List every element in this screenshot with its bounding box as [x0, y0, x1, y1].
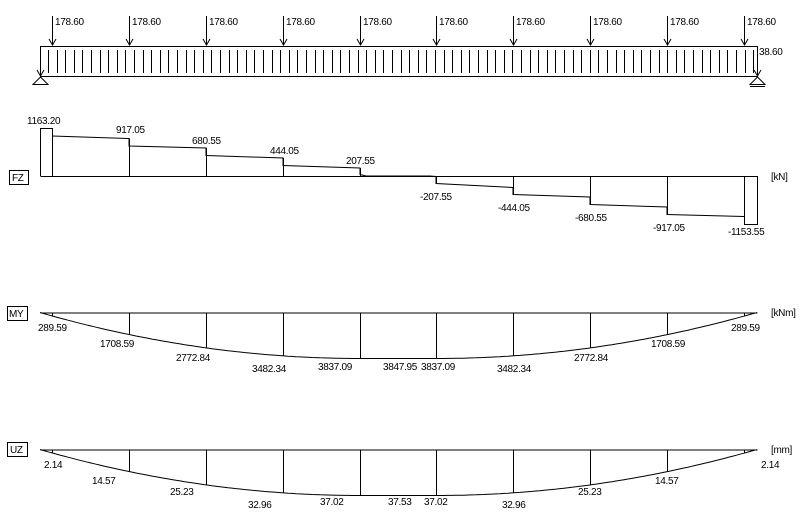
- my-value-label: 1708.59: [100, 339, 135, 350]
- support-arrow-head-icon: [753, 69, 762, 77]
- my-value-label: 1708.59: [651, 339, 686, 350]
- point-load-label: 178.60: [286, 17, 316, 28]
- uz-value-label: 2.14: [44, 460, 63, 471]
- uz-value-label: 14.57: [655, 476, 679, 487]
- arrow-head-icon: [663, 38, 672, 46]
- point-load: 178.60: [663, 16, 700, 46]
- fz-value-label: -444.05: [498, 203, 531, 214]
- point-load: 178.60: [48, 16, 85, 46]
- my-curve: [39, 312, 758, 359]
- my-value-label: 289.59: [731, 323, 761, 334]
- point-load-label: 178.60: [363, 17, 393, 28]
- point-load: 178.60: [356, 16, 393, 46]
- fz-end-block: [40, 128, 53, 176]
- shear-force-diagram: FZ [kN] 1163.20 917.05 680.55 444.05 207.55 -…: [9, 116, 788, 238]
- point-load-label: 178.60: [747, 17, 777, 28]
- point-load: 178.60: [509, 16, 546, 46]
- support-arrow-head-icon: [36, 69, 45, 77]
- uz-value-label: 32.96: [502, 500, 526, 511]
- fz-value-label: -680.55: [575, 213, 608, 224]
- arrow-head-icon: [432, 38, 441, 46]
- uz-value-label: 25.23: [170, 487, 194, 498]
- point-load: 178.60: [740, 16, 777, 46]
- uz-value-label: 32.96: [248, 500, 272, 511]
- beam-load-diagram: 178.60 178.60 178.60 178.60 178.60 178.60 178.…: [31, 16, 784, 87]
- fz-value-label: 207.55: [346, 156, 376, 167]
- point-load-label: 178.60: [516, 17, 546, 28]
- point-load: 178.60: [432, 16, 469, 46]
- fz-value-label: -917.05: [653, 223, 686, 234]
- point-load-label: 178.60: [132, 17, 162, 28]
- uz-value-label: 14.57: [92, 476, 116, 487]
- point-load-label: 178.60: [670, 17, 700, 28]
- fz-value-label: 444.05: [270, 146, 300, 157]
- bending-moment-diagram: MY [kNm] 289.59 1708.59 2772.84 3482.34 3837…: [7, 306, 796, 375]
- fz-value-label: 917.05: [116, 125, 146, 136]
- uz-value-label: 37.02: [320, 497, 344, 508]
- uz-value-label: 25.23: [578, 487, 602, 498]
- distributed-load-label: 38.60: [759, 47, 783, 58]
- arrow-head-icon: [48, 38, 57, 46]
- uz-unit: [mm]: [771, 445, 793, 456]
- point-load: 178.60: [279, 16, 316, 46]
- fz-label-box: [9, 170, 29, 185]
- roller-support-icon: [748, 76, 767, 85]
- arrow-head-icon: [586, 38, 595, 46]
- uz-label-box: [7, 442, 28, 457]
- my-label: MY: [9, 309, 24, 320]
- point-load-label: 178.60: [439, 17, 469, 28]
- arrow-head-icon: [509, 38, 518, 46]
- uz-value-label: 37.53: [388, 497, 412, 508]
- arrow-head-icon: [356, 38, 365, 46]
- arrow-head-icon: [125, 38, 134, 46]
- my-value-label: 2772.84: [574, 353, 609, 364]
- point-load-label: 178.60: [593, 17, 623, 28]
- my-value-label: 289.59: [38, 323, 68, 334]
- my-value-label: 3482.34: [497, 364, 532, 375]
- uz-value-label: 2.14: [761, 460, 780, 471]
- fz-end-block: [744, 176, 758, 225]
- point-load: 178.60: [125, 16, 162, 46]
- fz-value-label: 1163.20: [27, 116, 61, 127]
- my-value-label: 2772.84: [176, 353, 211, 364]
- uz-label: UZ: [10, 445, 23, 456]
- deflection-diagram: UZ [mm] 2.14 14.57 25.23 32.96 37.02 37.53 37.…: [7, 442, 793, 511]
- point-load-label: 178.60: [209, 17, 239, 28]
- fz-unit: [kN]: [771, 172, 788, 183]
- uz-curve: [39, 449, 758, 496]
- my-value-label: 3847.95: [383, 362, 418, 373]
- point-load-label: 178.60: [55, 17, 85, 28]
- arrow-head-icon: [279, 38, 288, 46]
- fz-value-label: -1153.55: [728, 227, 765, 238]
- point-load: 178.60: [202, 16, 239, 46]
- my-value-label: 3837.09: [318, 362, 353, 373]
- fz-value-label: -207.55: [420, 192, 453, 203]
- my-value-label: 3482.34: [252, 364, 287, 375]
- my-label-box: [7, 306, 28, 321]
- fz-label: FZ: [12, 173, 24, 184]
- pin-support-icon: [31, 76, 50, 85]
- my-unit: [kNm]: [771, 308, 796, 319]
- fz-value-label: 680.55: [192, 136, 222, 147]
- my-value-label: 3837.09: [421, 362, 456, 373]
- arrow-head-icon: [740, 38, 749, 46]
- beam: [40, 46, 758, 77]
- point-load: 178.60: [586, 16, 623, 46]
- uz-value-label: 37.02: [424, 497, 448, 508]
- arrow-head-icon: [202, 38, 211, 46]
